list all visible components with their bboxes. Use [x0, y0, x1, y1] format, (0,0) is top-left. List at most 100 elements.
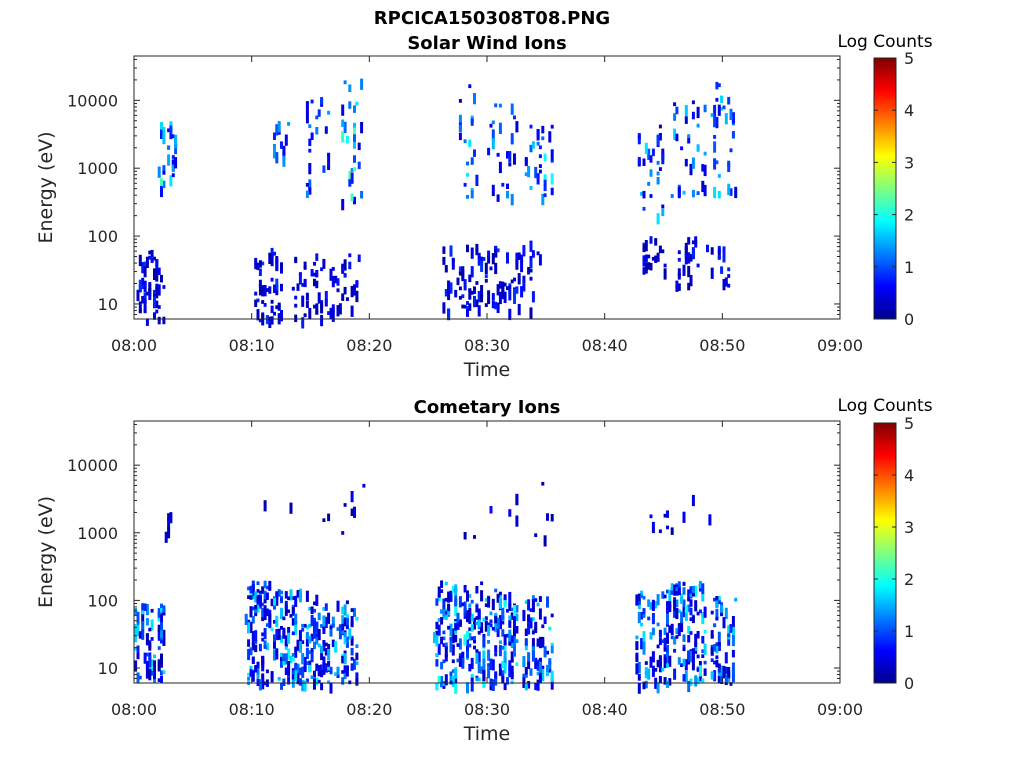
heatmap-cell [642, 206, 646, 211]
heatmap-cell [289, 589, 293, 601]
heatmap-cell [529, 307, 533, 319]
heatmap-cell [713, 158, 717, 170]
heatmap-cell [470, 636, 474, 641]
heatmap-cell [447, 282, 451, 294]
heatmap-cell [466, 590, 469, 602]
heatmap-cell [273, 147, 276, 159]
heatmap-cell [527, 166, 531, 178]
heatmap-cell [442, 598, 446, 610]
colorbar-tick-label: 2 [904, 570, 914, 589]
heatmap-cell [489, 678, 493, 686]
heatmap-cell [498, 645, 502, 657]
heatmap-cell [150, 619, 154, 631]
heatmap-cell [508, 308, 512, 321]
heatmap-cell [546, 513, 549, 521]
heatmap-cell [254, 640, 258, 644]
heatmap-cell [710, 647, 714, 655]
heatmap-cell [341, 131, 345, 143]
heatmap-cell [162, 180, 166, 189]
heatmap-cell [160, 603, 163, 612]
heatmap-cell [663, 677, 667, 685]
heatmap-cell [731, 627, 735, 639]
heatmap-cell [682, 264, 686, 276]
heatmap-cell [331, 616, 335, 628]
colorbar-tick-label: 5 [904, 49, 914, 68]
heatmap-cell [487, 300, 491, 305]
heatmap-cell [317, 665, 321, 677]
heatmap-cell [666, 634, 669, 643]
heatmap-cell [720, 668, 724, 677]
heatmap-cell [157, 608, 161, 616]
heatmap-cell [454, 667, 458, 679]
heatmap-cell [656, 659, 660, 668]
heatmap-cell [345, 636, 349, 648]
heatmap-cell [541, 670, 545, 682]
heatmap-cell [294, 624, 298, 632]
heatmap-cell [345, 297, 349, 301]
heatmap-cell [729, 624, 733, 632]
heatmap-cell [324, 648, 328, 656]
heatmap-cell [550, 613, 554, 618]
heatmap-cell [501, 182, 505, 187]
heatmap-cell [717, 669, 721, 681]
heatmap-cell [305, 678, 309, 683]
heatmap-cell [280, 283, 283, 292]
heatmap-cell [682, 674, 686, 682]
heatmap-cell [150, 667, 154, 672]
heatmap-cell [298, 678, 302, 686]
heatmap-cell [145, 652, 149, 657]
heatmap-cell [508, 602, 512, 607]
heatmap-cell [141, 296, 145, 304]
heatmap-cell [143, 281, 147, 289]
heatmap-cell [550, 149, 554, 161]
heatmap-cell [496, 248, 500, 253]
heatmap-cell [301, 283, 305, 287]
heatmap-cell [138, 301, 142, 313]
heatmap-cell [491, 659, 495, 671]
heatmap-cell [327, 513, 331, 522]
heatmap-cell [273, 598, 276, 606]
heatmap-cell [470, 674, 474, 678]
heatmap-cell [345, 638, 349, 643]
heatmap-cell [287, 122, 291, 126]
heatmap-cell [145, 604, 149, 616]
heatmap-cell [477, 651, 481, 663]
heatmap-cell [277, 628, 281, 640]
heatmap-cell [661, 639, 665, 643]
heatmap-cell [350, 172, 354, 184]
heatmap-cell [256, 661, 260, 666]
heatmap-cell [689, 599, 693, 607]
heatmap-cell [635, 654, 639, 662]
heatmap-cell [541, 125, 545, 134]
heatmap-cell [287, 609, 291, 614]
heatmap-cell [169, 175, 173, 187]
heatmap-cell [136, 645, 140, 653]
heatmap-cell [454, 623, 458, 631]
heatmap-cell [696, 677, 700, 682]
heatmap-cell [491, 253, 495, 265]
heatmap-cell [280, 635, 283, 643]
heatmap-cell [663, 656, 667, 669]
heatmap-cell [696, 263, 700, 268]
heatmap-cell [489, 123, 493, 128]
heatmap-cell [508, 629, 512, 641]
heatmap-cells [136, 78, 738, 329]
heatmap-cell [444, 581, 448, 586]
heatmap-cell [435, 659, 439, 667]
heatmap-cell [496, 302, 500, 307]
heatmap-cell [698, 665, 702, 677]
heatmap-cell [501, 629, 505, 637]
heatmap-cell [515, 662, 519, 666]
heatmap-cell [691, 100, 695, 105]
heatmap-cell [167, 128, 171, 133]
heatmap-cell [548, 131, 552, 143]
heatmap-cell [327, 680, 331, 684]
heatmap-cell [157, 617, 161, 622]
heatmap-cell [501, 660, 505, 669]
heatmap-cell [680, 620, 684, 633]
heatmap-cell [303, 313, 307, 318]
heatmap-cell [524, 682, 528, 691]
heatmap-cell [724, 607, 728, 619]
heatmap-cell [444, 265, 448, 273]
heatmap-cell [258, 284, 262, 296]
